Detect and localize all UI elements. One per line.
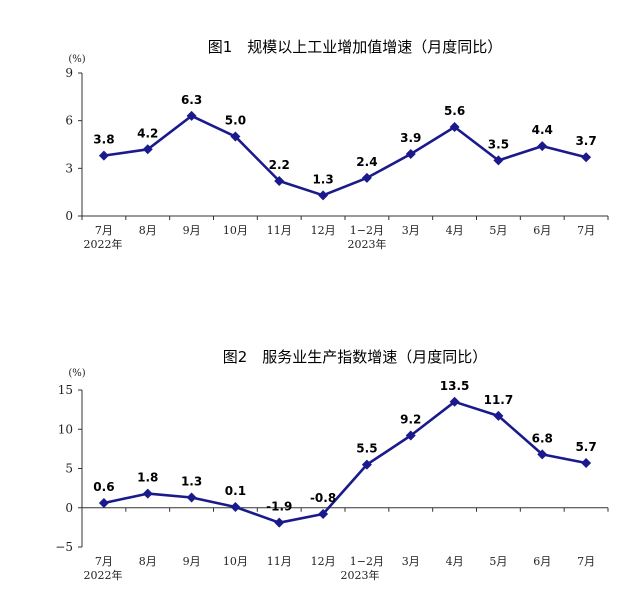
- x-tick-label: 11月: [267, 224, 292, 237]
- data-point-marker: [230, 501, 241, 512]
- data-label: -1.9: [266, 500, 292, 514]
- data-point-marker: [230, 131, 241, 142]
- data-point-marker: [537, 449, 548, 460]
- data-point-marker: [581, 458, 592, 469]
- data-point-marker: [405, 149, 416, 160]
- data-label: 5.0: [225, 114, 246, 128]
- data-point-marker: [142, 144, 153, 155]
- x-tick-label: 6月: [533, 555, 551, 568]
- data-point-marker: [318, 190, 329, 201]
- data-label: 3.8: [93, 133, 114, 147]
- data-label: 1.8: [137, 471, 158, 485]
- data-label: 6.3: [181, 93, 202, 107]
- y-tick-label: 10: [58, 422, 73, 436]
- x-tick-label: 12月: [311, 555, 336, 568]
- y-tick-label: 6: [65, 114, 73, 128]
- x-tick-label: 9月: [183, 555, 201, 568]
- data-label: 5.6: [444, 104, 465, 118]
- data-point-marker: [186, 492, 197, 503]
- data-label: 0.1: [225, 484, 246, 498]
- x-tick-label: 7月: [577, 224, 595, 237]
- x-tick-label: 7月: [95, 555, 113, 568]
- data-point-marker: [186, 110, 197, 121]
- x-tick-label: 4月: [446, 555, 464, 568]
- x-tick-label: 4月: [446, 224, 464, 237]
- x-tick-label: 8月: [139, 555, 157, 568]
- y-unit-label: (%): [68, 54, 85, 65]
- data-point-marker: [98, 150, 109, 161]
- data-point-marker: [361, 459, 372, 470]
- y-tick-label: 9: [65, 66, 73, 80]
- data-point-marker: [449, 396, 460, 407]
- data-point-marker: [493, 410, 504, 421]
- chart-title: 图1 规模以上工业增加值增速（月度同比）: [208, 38, 503, 56]
- data-label: 4.4: [532, 123, 553, 137]
- data-point-marker: [274, 176, 285, 187]
- data-label: 11.7: [484, 393, 514, 407]
- series-line: [103, 114, 587, 197]
- x-tick-label: 7月: [577, 555, 595, 568]
- data-label: 3.7: [575, 134, 596, 148]
- data-label: -0.8: [310, 491, 336, 505]
- chart-1: 图1 规模以上工业增加值增速（月度同比） (%) 0 3 6 9 7月 8月 9月 10月 11月 1…: [65, 38, 609, 251]
- x-tick-label: 8月: [139, 224, 157, 237]
- data-point-marker: [493, 155, 504, 166]
- y-tick-label: −5: [55, 540, 73, 554]
- y-tick-label: 5: [65, 462, 73, 476]
- data-label: 4.2: [137, 126, 158, 140]
- data-point-marker: [318, 509, 329, 520]
- data-point-marker: [274, 517, 285, 528]
- data-point-marker: [537, 141, 548, 152]
- y-unit-label: (%): [68, 368, 85, 379]
- x-tick-label: 3月: [402, 555, 420, 568]
- y-tick-label: 3: [65, 161, 73, 175]
- data-label: 2.4: [356, 155, 377, 169]
- data-point-marker: [581, 152, 592, 163]
- data-point-marker: [361, 172, 372, 183]
- data-point-marker: [142, 488, 153, 499]
- data-label: 9.2: [400, 413, 421, 427]
- x-tick-label: 3月: [402, 224, 420, 237]
- y-tick-label: 0: [65, 209, 73, 223]
- x-tick-label: 9月: [183, 224, 201, 237]
- x-tick-label: 5月: [489, 555, 507, 568]
- data-label: 5.5: [356, 442, 377, 456]
- x-tick-label: 7月: [95, 224, 113, 237]
- year-label: 2023年: [341, 568, 380, 582]
- data-label: 2.2: [269, 158, 290, 172]
- data-point-marker: [405, 430, 416, 441]
- data-label: 3.9: [400, 131, 421, 145]
- x-tick-label: 11月: [267, 555, 292, 568]
- x-tick-label: 1−2月: [350, 555, 384, 568]
- x-tick-label: 1−2月: [350, 224, 384, 237]
- y-tick-label: 0: [65, 501, 73, 515]
- data-label: 5.7: [575, 440, 596, 454]
- y-tick-label: 15: [58, 383, 73, 397]
- x-tick-label: 10月: [223, 224, 248, 237]
- data-label: 13.5: [440, 379, 470, 393]
- chart-2: 图2 服务业生产指数增速（月度同比） (%) −5 0 5 10 15 7月 8月 9月 10月 11…: [55, 348, 609, 582]
- year-label: 2023年: [348, 237, 387, 251]
- data-label: 1.3: [181, 475, 202, 489]
- chart-title: 图2 服务业生产指数增速（月度同比）: [223, 348, 488, 366]
- data-point-marker: [449, 122, 460, 133]
- x-tick-label: 12月: [311, 224, 336, 237]
- x-tick-label: 5月: [489, 224, 507, 237]
- data-label: 0.6: [93, 480, 114, 494]
- data-label: 6.8: [532, 431, 553, 445]
- data-label: 3.5: [488, 137, 509, 151]
- data-point-marker: [98, 498, 109, 509]
- x-tick-label: 10月: [223, 555, 248, 568]
- x-tick-label: 6月: [533, 224, 551, 237]
- year-label: 2022年: [84, 568, 123, 582]
- year-label: 2022年: [84, 237, 123, 251]
- data-label: 1.3: [312, 172, 333, 186]
- series-line: [103, 400, 587, 525]
